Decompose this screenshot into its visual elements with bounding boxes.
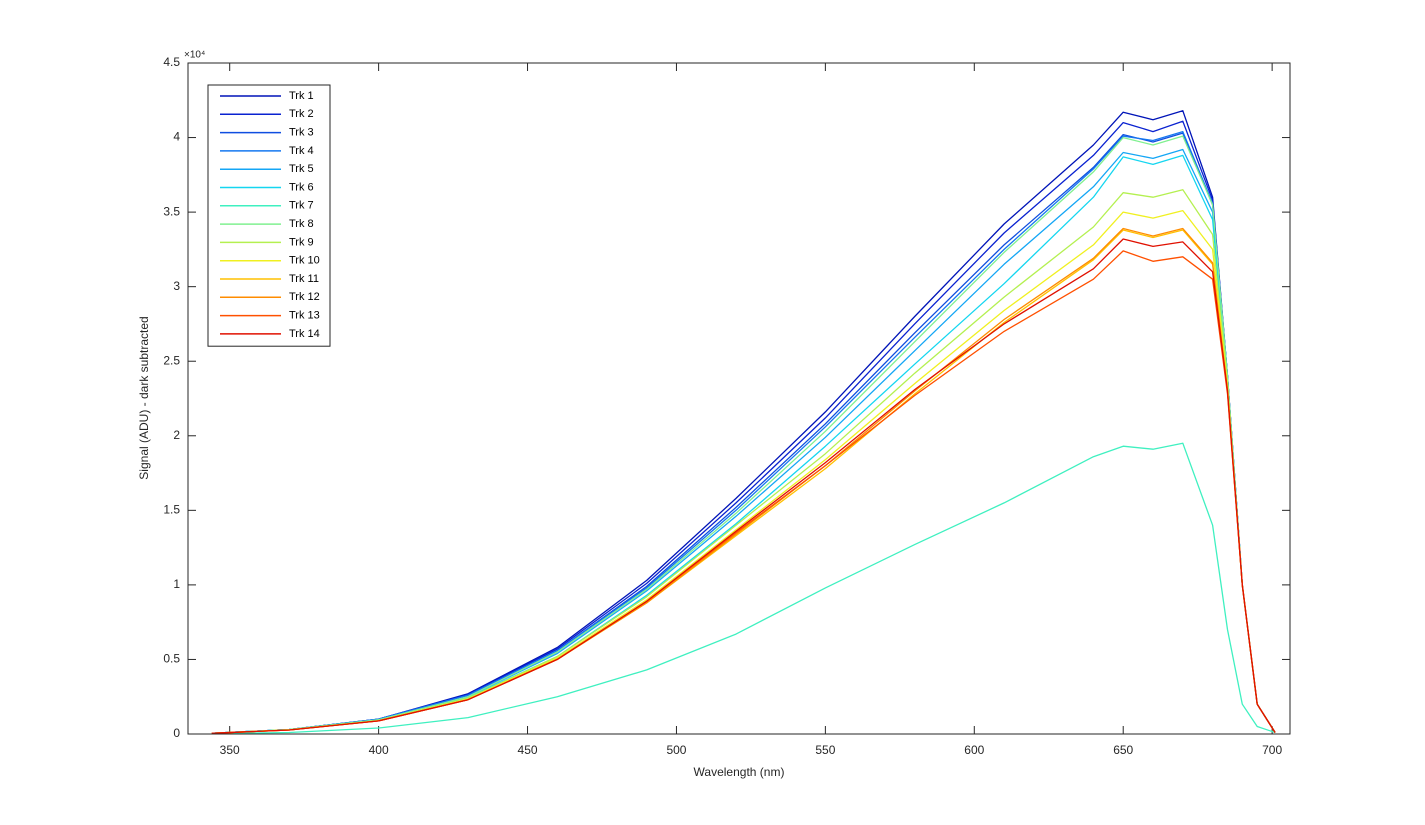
legend-box: [207, 84, 331, 347]
x-tick-label: 400: [369, 743, 389, 757]
y-tick-label: 4.5: [163, 55, 180, 69]
legend-label: Trk 7: [289, 200, 314, 212]
y-axis-label: Signal (ADU) - dark subtracted: [137, 316, 151, 479]
y-exponent: ×10⁴: [184, 50, 205, 61]
y-tick-label: 3: [173, 279, 180, 293]
x-tick-label: 600: [964, 743, 984, 757]
legend-label: Trk 3: [289, 127, 314, 139]
y-tick-label: 0.5: [163, 652, 180, 666]
y-tick-label: 0: [173, 726, 180, 740]
y-tick-label: 2.5: [163, 353, 180, 367]
x-tick-label: 350: [220, 743, 240, 757]
y-tick-label: 3.5: [163, 204, 180, 218]
x-axis-label: Wavelength (nm): [694, 765, 785, 779]
legend-label: Trk 9: [289, 236, 314, 248]
legend-label: Trk 13: [289, 310, 320, 322]
legend-label: Trk 4: [289, 145, 314, 157]
legend-label: Trk 2: [289, 108, 314, 120]
legend-label: Trk 5: [289, 163, 314, 175]
x-tick-label: 700: [1262, 743, 1282, 757]
legend-label: Trk 10: [289, 255, 320, 267]
y-tick-label: 2: [173, 428, 180, 442]
y-tick-label: 4: [173, 130, 180, 144]
series-line: [211, 442, 1276, 735]
legend-label: Trk 1: [289, 90, 314, 102]
x-tick-label: 450: [518, 743, 538, 757]
legend-label: Trk 6: [289, 181, 314, 193]
series-line: [211, 238, 1276, 734]
plot-area: [188, 63, 1290, 734]
legend-label: Trk 14: [289, 328, 320, 340]
x-tick-label: 500: [666, 743, 686, 757]
legend-label: Trk 11: [289, 273, 319, 285]
y-tick-label: 1: [173, 577, 180, 591]
y-tick-label: 1.5: [163, 503, 180, 517]
x-tick-label: 550: [815, 743, 835, 757]
axes-box: [187, 62, 1291, 735]
series-line: [211, 135, 1276, 734]
x-tick-label: 650: [1113, 743, 1133, 757]
legend-label: Trk 8: [289, 218, 314, 230]
legend-label: Trk 12: [289, 291, 320, 303]
